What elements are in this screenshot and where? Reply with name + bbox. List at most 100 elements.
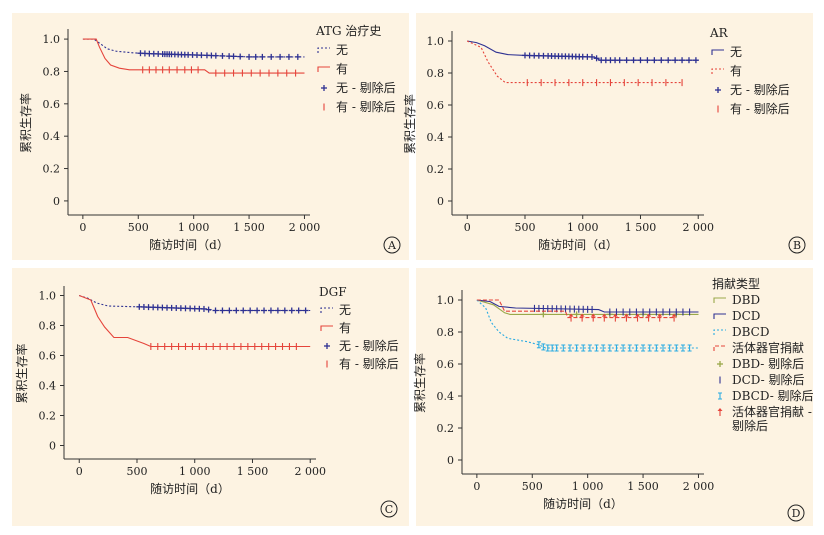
censor-mark xyxy=(294,53,301,60)
censor-mark xyxy=(651,57,658,64)
legend-item: 有 - 剔除后 xyxy=(717,101,790,116)
legend-label: DBCD- 剔除后 xyxy=(732,388,814,403)
x-tick-label: 2 000 xyxy=(294,465,326,478)
legend-label: 无 xyxy=(339,303,351,317)
legend-label: 无 xyxy=(730,45,742,59)
censor-mark xyxy=(573,311,580,318)
series-line xyxy=(476,299,699,313)
censor-mark xyxy=(267,307,274,314)
series-line xyxy=(466,40,683,84)
series-line xyxy=(476,299,677,319)
legend-item: 活体器官捐献 -剔除后 xyxy=(717,404,812,433)
chart-c: 0 0.2 0.4 0.6 0.8 1.0 0 500 1 000 1 500 2 000 随访时间（… xyxy=(14,285,399,518)
x-tick-label: 2 000 xyxy=(682,221,714,234)
panel-d: 0 0.2 0.4 0.6 0.8 1.0 0 500 1 000 1 500 2 000 随访时间（… xyxy=(412,268,814,526)
censor-mark xyxy=(593,55,600,62)
censor-mark xyxy=(616,57,623,64)
censor-mark xyxy=(685,57,692,64)
censor-mark xyxy=(590,313,596,322)
censor-mark xyxy=(233,307,240,314)
censor-mark xyxy=(212,52,219,59)
y-tick-label: 0.2 xyxy=(437,422,455,435)
censor-mark xyxy=(692,57,699,64)
censor-mark xyxy=(646,313,652,322)
censor-mark xyxy=(568,313,574,322)
y-tick-label: 0.6 xyxy=(437,358,455,371)
censor-mark xyxy=(219,307,226,314)
panel-letter: A xyxy=(387,239,397,252)
legend-title: AR xyxy=(709,26,729,40)
legend-item: DBCD- 剔除后 xyxy=(718,388,814,403)
censor-mark xyxy=(623,57,630,64)
y-tick-label: 0 xyxy=(49,440,56,453)
legend-title: 捐献类型 xyxy=(712,276,760,291)
series-1 xyxy=(476,299,699,316)
censor-mark xyxy=(674,344,679,352)
y-tick-label: 0.8 xyxy=(39,320,57,333)
censor-mark xyxy=(644,57,651,64)
legend-label: 有 xyxy=(339,321,351,335)
censor-mark xyxy=(252,53,259,60)
legend-label: 有 - 剔除后 xyxy=(336,99,396,114)
censor-mark xyxy=(247,307,254,314)
x-axis-label: 随访时间（d） xyxy=(543,496,623,511)
legend-item: 有 - 剔除后 xyxy=(323,99,396,114)
y-axis-label: 累积生存率 xyxy=(18,93,33,153)
legend-label: 活体器官捐献 -剔除后 xyxy=(732,404,812,433)
censor-mark xyxy=(614,344,619,352)
censor-mark xyxy=(219,52,226,59)
x-tick-label: 500 xyxy=(522,480,543,493)
legend-item: 无 - 剔除后 xyxy=(321,80,396,95)
series-line xyxy=(82,38,305,58)
legend-swatch xyxy=(317,47,330,53)
censor-mark xyxy=(198,52,205,59)
censor-mark xyxy=(285,53,292,60)
series-1 xyxy=(82,38,305,77)
x-axis-label: 随访时间（d） xyxy=(149,237,229,252)
legend-label: 无 - 剔除后 xyxy=(339,338,399,353)
censor-mark xyxy=(230,53,237,60)
legend-item: 无 - 剔除后 xyxy=(715,82,790,97)
legend-swatch xyxy=(711,68,724,74)
legend-title: DGF xyxy=(319,285,347,299)
censor-mark xyxy=(268,53,275,60)
censor-mark xyxy=(254,307,261,314)
censor-mark xyxy=(672,57,679,64)
panel-letter-circle xyxy=(787,504,805,522)
legend-swatch xyxy=(717,361,723,367)
censor-mark xyxy=(561,344,566,352)
censor-mark xyxy=(579,313,585,322)
censor-mark xyxy=(541,343,546,351)
censor-mark xyxy=(630,57,637,64)
legend-label: 有 xyxy=(730,64,742,78)
legend-label: DBD xyxy=(732,293,760,307)
censor-mark xyxy=(261,307,268,314)
x-tick-label: 1 500 xyxy=(627,480,659,493)
censor-mark xyxy=(637,57,644,64)
censor-mark xyxy=(550,344,555,352)
legend-swatch xyxy=(718,392,722,400)
legend-label: 活体器官捐献 xyxy=(732,340,804,355)
censor-mark xyxy=(226,307,233,314)
censor-mark xyxy=(536,341,541,349)
series-0 xyxy=(79,294,311,314)
legend-label: 无 - 剔除后 xyxy=(336,80,396,95)
censor-mark xyxy=(634,344,639,352)
x-axis-label: 随访时间（d） xyxy=(150,481,230,496)
censor-mark xyxy=(641,344,646,352)
censor-mark xyxy=(607,344,612,352)
panel-b: 0 0.2 0.4 0.6 0.8 1.0 0 500 1 000 1 500 2 000 随访时间（… xyxy=(402,13,813,260)
x-tick-label: 1 500 xyxy=(237,465,269,478)
y-tick-label: 0 xyxy=(447,454,454,467)
y-tick-label: 0.6 xyxy=(39,350,57,363)
legend-item: 有 xyxy=(320,321,351,335)
legend-swatch xyxy=(713,329,726,335)
censor-mark xyxy=(665,57,672,64)
legend-swatch xyxy=(711,49,724,55)
y-tick-label: 1.0 xyxy=(43,33,61,46)
x-tick-label: 0 xyxy=(79,221,86,234)
y-tick-label: 0.2 xyxy=(39,410,57,423)
y-axis-label: 累积生存率 xyxy=(14,343,29,403)
